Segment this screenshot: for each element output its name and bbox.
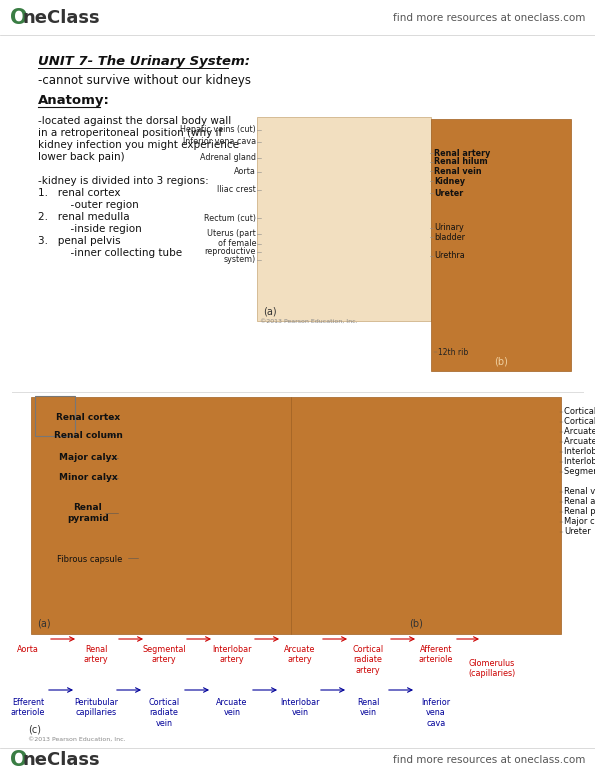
Text: Cortical
radiate
artery: Cortical radiate artery xyxy=(352,645,384,675)
Text: Minor calyx: Minor calyx xyxy=(59,474,117,483)
Text: Rectum (cut): Rectum (cut) xyxy=(204,213,256,223)
Text: -kidney is divided into 3 regions:: -kidney is divided into 3 regions: xyxy=(38,176,209,186)
Text: find more resources at oneclass.com: find more resources at oneclass.com xyxy=(393,755,585,765)
Text: Interlobar
vein: Interlobar vein xyxy=(280,698,320,718)
Text: Renal hilum: Renal hilum xyxy=(434,158,488,166)
Text: Interlobar
artery: Interlobar artery xyxy=(212,645,252,665)
FancyBboxPatch shape xyxy=(257,117,431,321)
Text: Renal column: Renal column xyxy=(54,430,123,440)
Text: 1.   renal cortex: 1. renal cortex xyxy=(38,188,121,198)
Text: Arcuate
vein: Arcuate vein xyxy=(217,698,248,718)
Text: Efferent
arteriole: Efferent arteriole xyxy=(11,698,45,718)
Text: Major calyx: Major calyx xyxy=(564,517,595,527)
Text: Aorta: Aorta xyxy=(234,168,256,176)
Text: Uterus (part: Uterus (part xyxy=(207,229,256,239)
Text: system): system) xyxy=(224,256,256,265)
Text: (a): (a) xyxy=(37,619,51,629)
Text: Segmental
artery: Segmental artery xyxy=(142,645,186,665)
Text: Renal vein: Renal vein xyxy=(434,166,481,176)
Text: Major calyx: Major calyx xyxy=(59,454,117,463)
Text: Renal
pyramid: Renal pyramid xyxy=(67,504,109,523)
Text: (b): (b) xyxy=(409,619,423,629)
Text: Hepatic veins (cut): Hepatic veins (cut) xyxy=(180,126,256,135)
Text: Renal pelvis: Renal pelvis xyxy=(564,507,595,517)
Text: Iliac crest: Iliac crest xyxy=(217,186,256,195)
Text: Anatomy:: Anatomy: xyxy=(38,94,110,107)
Text: bladder: bladder xyxy=(434,233,465,242)
Text: Afferent
arteriole: Afferent arteriole xyxy=(419,645,453,665)
Text: reproductive: reproductive xyxy=(205,247,256,256)
Text: lower back pain): lower back pain) xyxy=(38,152,124,162)
Text: Arcuate artery: Arcuate artery xyxy=(564,437,595,447)
Text: 12th rib: 12th rib xyxy=(438,348,468,357)
Text: Urethra: Urethra xyxy=(434,252,465,260)
Text: Glomerulus
(capillaries): Glomerulus (capillaries) xyxy=(468,659,516,678)
Text: of female: of female xyxy=(218,239,256,249)
Text: (c): (c) xyxy=(28,724,41,734)
Text: O: O xyxy=(10,8,27,28)
Text: Inferior
vena
cava: Inferior vena cava xyxy=(421,698,450,728)
Text: O: O xyxy=(10,750,27,770)
Text: -located against the dorsal body wall: -located against the dorsal body wall xyxy=(38,116,231,126)
Text: ©2013 Pearson Education, Inc.: ©2013 Pearson Education, Inc. xyxy=(260,319,358,324)
FancyBboxPatch shape xyxy=(31,397,291,634)
Text: 2.   renal medulla: 2. renal medulla xyxy=(38,212,130,222)
Text: Arcuate
artery: Arcuate artery xyxy=(284,645,316,665)
Text: Cortical radiate vein: Cortical radiate vein xyxy=(564,407,595,417)
Text: Renal vein: Renal vein xyxy=(564,487,595,497)
Text: Kidney: Kidney xyxy=(434,176,465,186)
Text: find more resources at oneclass.com: find more resources at oneclass.com xyxy=(393,13,585,23)
Text: neClass: neClass xyxy=(22,751,99,769)
Text: Interlobar vein: Interlobar vein xyxy=(564,447,595,457)
Text: Renal artery: Renal artery xyxy=(434,149,490,158)
Text: neClass: neClass xyxy=(22,9,99,27)
Text: Inferior vena cava: Inferior vena cava xyxy=(183,138,256,146)
Text: (a): (a) xyxy=(263,306,277,316)
Text: Cortical radiate artery: Cortical radiate artery xyxy=(564,417,595,427)
Text: Arcuate vein: Arcuate vein xyxy=(564,427,595,437)
Text: Segmental arteries: Segmental arteries xyxy=(564,467,595,477)
Text: Renal
vein: Renal vein xyxy=(357,698,379,718)
Text: Interlobar artery: Interlobar artery xyxy=(564,457,595,467)
Text: Renal cortex: Renal cortex xyxy=(56,413,120,423)
Text: Ureter: Ureter xyxy=(434,189,464,197)
Text: ©2013 Pearson Education, Inc.: ©2013 Pearson Education, Inc. xyxy=(28,737,126,742)
Text: Renal artery: Renal artery xyxy=(564,497,595,507)
Text: (b): (b) xyxy=(494,356,508,366)
Text: -inner collecting tube: -inner collecting tube xyxy=(38,248,182,258)
Text: Fibrous capsule: Fibrous capsule xyxy=(57,555,123,564)
Text: kidney infection you might experience: kidney infection you might experience xyxy=(38,140,239,150)
Text: -inside region: -inside region xyxy=(38,224,142,234)
Text: Ureter: Ureter xyxy=(564,527,591,537)
FancyBboxPatch shape xyxy=(431,119,571,371)
Text: -outer region: -outer region xyxy=(38,200,139,210)
Text: -cannot survive without our kidneys: -cannot survive without our kidneys xyxy=(38,74,251,87)
Text: Renal
artery: Renal artery xyxy=(84,645,108,665)
Text: UNIT 7- The Urinary System:: UNIT 7- The Urinary System: xyxy=(38,55,250,68)
Text: in a retroperitoneal position (why if: in a retroperitoneal position (why if xyxy=(38,128,223,138)
Text: Adrenal gland: Adrenal gland xyxy=(200,153,256,162)
FancyBboxPatch shape xyxy=(35,396,75,436)
FancyBboxPatch shape xyxy=(291,397,561,634)
Text: Peritubular
capillaries: Peritubular capillaries xyxy=(74,698,118,718)
Text: Aorta: Aorta xyxy=(17,645,39,654)
Text: 3.   penal pelvis: 3. penal pelvis xyxy=(38,236,121,246)
Text: Cortical
radiate
vein: Cortical radiate vein xyxy=(148,698,180,728)
Text: Urinary: Urinary xyxy=(434,223,464,233)
